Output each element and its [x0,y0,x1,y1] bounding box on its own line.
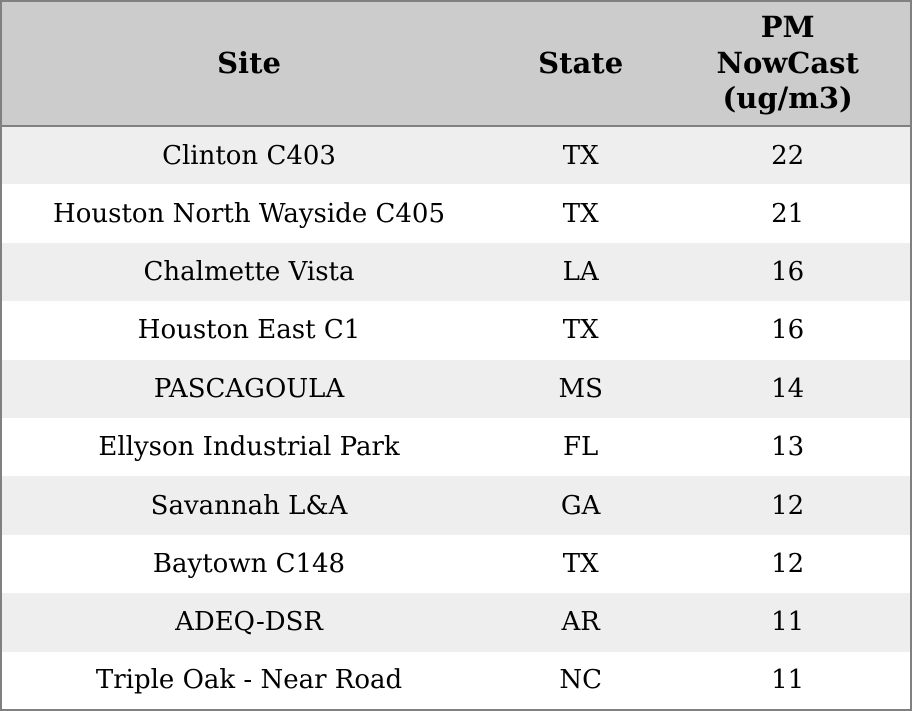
table-row: Baytown C148 TX 12 [1,534,911,594]
pm-nowcast-cell: 12 [771,490,805,521]
site-cell: Triple Oak - Near Road [95,665,403,696]
table-row: Houston East C1 TX 16 [1,301,911,360]
table-row: Clinton C403 TX 22 [1,126,911,185]
site-cell: Baytown C148 [152,548,346,579]
state-cell: TX [562,315,599,346]
state-cell: TX [562,198,599,229]
site-cell: Ellyson Industrial Park [98,432,400,463]
column-header-site: Site [1,1,497,127]
state-cell: GA [560,490,601,521]
state-cell: NC [559,665,602,696]
column-header-pm-nowcast: PM NowCast (ug/m3) [665,1,911,127]
state-cell: TX [562,140,599,171]
table-row: ADEQ-DSR AR 11 [1,593,911,652]
table-row: Chalmette Vista LA 16 [1,242,911,302]
table-row: Ellyson Industrial Park FL 13 [1,417,911,477]
pm-nowcast-cell: 14 [771,373,805,404]
pm-nowcast-cell: 16 [771,256,805,287]
table-header: Site State PM NowCast (ug/m3) [1,1,911,127]
state-cell: AR [561,607,600,638]
table-row: Houston North Wayside C405 TX 21 [1,184,911,243]
state-cell: TX [562,548,599,579]
site-cell: Houston North Wayside C405 [53,198,445,229]
column-header-state: State [496,1,666,127]
pm-nowcast-cell: 13 [771,432,805,463]
table-row: Triple Oak - Near Road NC 11 [1,651,911,710]
table-header-row: Site State PM NowCast (ug/m3) [1,1,911,127]
site-cell: Clinton C403 [162,140,336,171]
pm-nowcast-cell: 11 [771,665,805,696]
site-cell: Chalmette Vista [143,256,355,287]
table-row: PASCAGOULA MS 14 [1,359,911,418]
site-cell: ADEQ-DSR [175,607,323,638]
table-body: Clinton C403 TX 22 Houston North Wayside… [1,126,911,710]
state-cell: LA [562,256,599,287]
table-row: Savannah L&A GA 12 [1,476,911,535]
site-cell: Houston East C1 [137,315,361,346]
site-cell: PASCAGOULA [153,373,345,404]
pm-nowcast-cell: 16 [771,315,805,346]
pm-nowcast-cell: 22 [771,140,805,171]
pm-nowcast-cell: 12 [771,548,805,579]
site-cell: Savannah L&A [150,490,348,521]
pm-nowcast-cell: 11 [771,607,805,638]
state-cell: FL [563,432,599,463]
pm-nowcast-cell: 21 [771,198,805,229]
state-cell: MS [558,373,603,404]
